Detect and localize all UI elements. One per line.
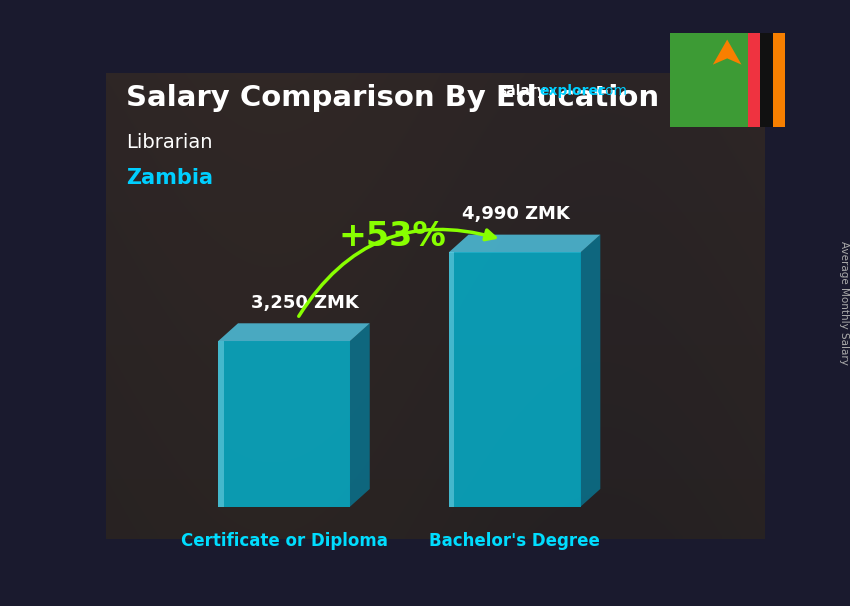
Text: .com: .com <box>593 84 627 98</box>
FancyBboxPatch shape <box>449 252 581 507</box>
Text: +53%: +53% <box>339 221 447 253</box>
Text: Average Monthly Salary: Average Monthly Salary <box>839 241 849 365</box>
Polygon shape <box>449 252 454 507</box>
Bar <box>773 33 785 127</box>
Text: 4,990 ZMK: 4,990 ZMK <box>462 205 570 223</box>
Text: Zambia: Zambia <box>126 168 213 188</box>
Text: 3,250 ZMK: 3,250 ZMK <box>252 294 359 311</box>
Polygon shape <box>713 39 741 65</box>
Polygon shape <box>218 323 370 341</box>
Text: Librarian: Librarian <box>126 133 212 152</box>
Polygon shape <box>350 323 370 507</box>
FancyBboxPatch shape <box>218 341 350 507</box>
Text: explorer: explorer <box>540 84 605 98</box>
Text: salary: salary <box>498 84 546 98</box>
Polygon shape <box>449 235 600 252</box>
Text: Bachelor's Degree: Bachelor's Degree <box>429 532 600 550</box>
Bar <box>748 33 761 127</box>
Text: Salary Comparison By Education: Salary Comparison By Education <box>126 84 659 112</box>
Bar <box>761 33 773 127</box>
Text: Certificate or Diploma: Certificate or Diploma <box>181 532 388 550</box>
Polygon shape <box>581 235 600 507</box>
Polygon shape <box>218 341 224 507</box>
